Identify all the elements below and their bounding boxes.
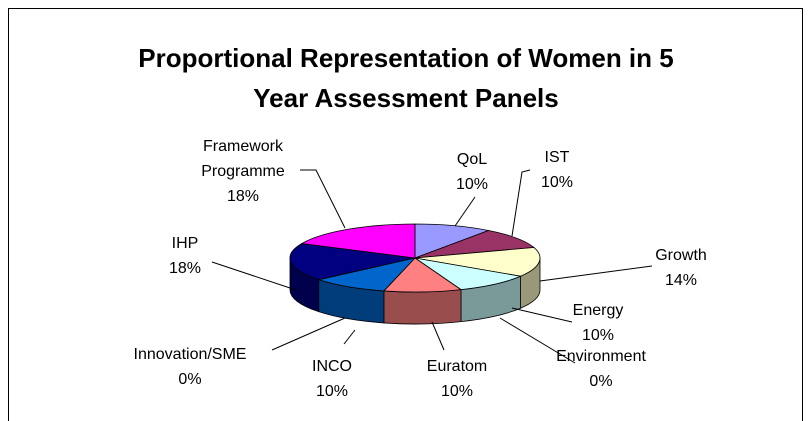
value-label: 10% <box>315 383 349 400</box>
slice <box>414 257 522 291</box>
slice-label: Environment 0% <box>556 344 646 394</box>
leader-line <box>431 321 445 351</box>
category-label: IST <box>544 149 570 166</box>
category-label: Energy <box>572 302 624 319</box>
value-label: 18% <box>168 260 202 277</box>
leader-line <box>499 317 576 364</box>
slice <box>383 257 463 293</box>
slice <box>300 223 416 259</box>
chart-title: Proportional Representation of Women in … <box>138 43 674 113</box>
leader-line <box>300 169 346 229</box>
value-label: 18% <box>226 188 260 205</box>
category-label: Innovation/SME <box>133 346 247 363</box>
leader-line <box>343 329 356 345</box>
slice <box>414 223 490 259</box>
slice-label: Innovation/SME 0% <box>134 342 247 392</box>
slice <box>414 230 535 259</box>
category-label: Euratom <box>426 358 488 375</box>
slice <box>414 247 541 277</box>
category-label: Growth <box>655 247 707 264</box>
leader-line <box>211 261 297 291</box>
slice <box>317 257 417 292</box>
slice-label: IHP 18% <box>169 231 201 281</box>
value-label: 14% <box>664 272 698 289</box>
chart-border <box>8 8 803 421</box>
slice-side <box>383 289 462 325</box>
value-label: 10% <box>455 176 489 193</box>
value-label: 10% <box>581 327 615 344</box>
slice-label: Framework Programme 18% <box>183 134 303 209</box>
leader-line <box>271 317 346 351</box>
slice-label: QoL 10% <box>456 147 488 197</box>
category-label: INCO <box>312 358 352 375</box>
category-label: Environment <box>556 348 646 365</box>
leader-line <box>539 265 653 282</box>
leader-line <box>511 169 531 237</box>
value-label: 0% <box>178 371 202 388</box>
category-label: IHP <box>171 235 199 252</box>
slice-label: IST 10% <box>541 145 573 195</box>
value-label: 10% <box>540 174 574 191</box>
leader-line <box>511 307 573 323</box>
slice-label: INCO 10% <box>312 354 352 404</box>
slice-label: Euratom 10% <box>427 354 487 404</box>
slice <box>289 243 416 281</box>
category-label: QoL <box>456 151 488 168</box>
category-label: Framework Programme <box>201 138 285 180</box>
value-label: 10% <box>440 383 474 400</box>
leader-line <box>454 196 476 227</box>
slice-label: Growth 14% <box>655 243 707 293</box>
value-label: 0% <box>589 373 613 390</box>
slice-label: Energy 10% <box>573 298 624 348</box>
